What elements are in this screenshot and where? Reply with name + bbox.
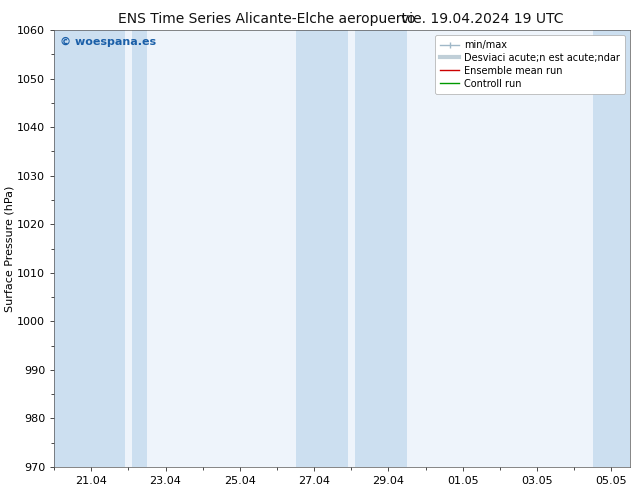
Bar (593, 30, 630, 467)
Text: © woespana.es: © woespana.es (60, 37, 156, 47)
Bar (132, 30, 147, 467)
Y-axis label: Surface Pressure (hPa): Surface Pressure (hPa) (4, 185, 14, 312)
Text: vie. 19.04.2024 19 UTC: vie. 19.04.2024 19 UTC (401, 12, 563, 26)
Text: ENS Time Series Alicante-Elche aeropuerto: ENS Time Series Alicante-Elche aeropuert… (117, 12, 415, 26)
Legend: min/max, Desviaci acute;n est acute;ndar, Ensemble mean run, Controll run: min/max, Desviaci acute;n est acute;ndar… (435, 35, 625, 94)
Bar (295, 30, 347, 467)
Bar (355, 30, 407, 467)
Bar (54, 30, 125, 467)
